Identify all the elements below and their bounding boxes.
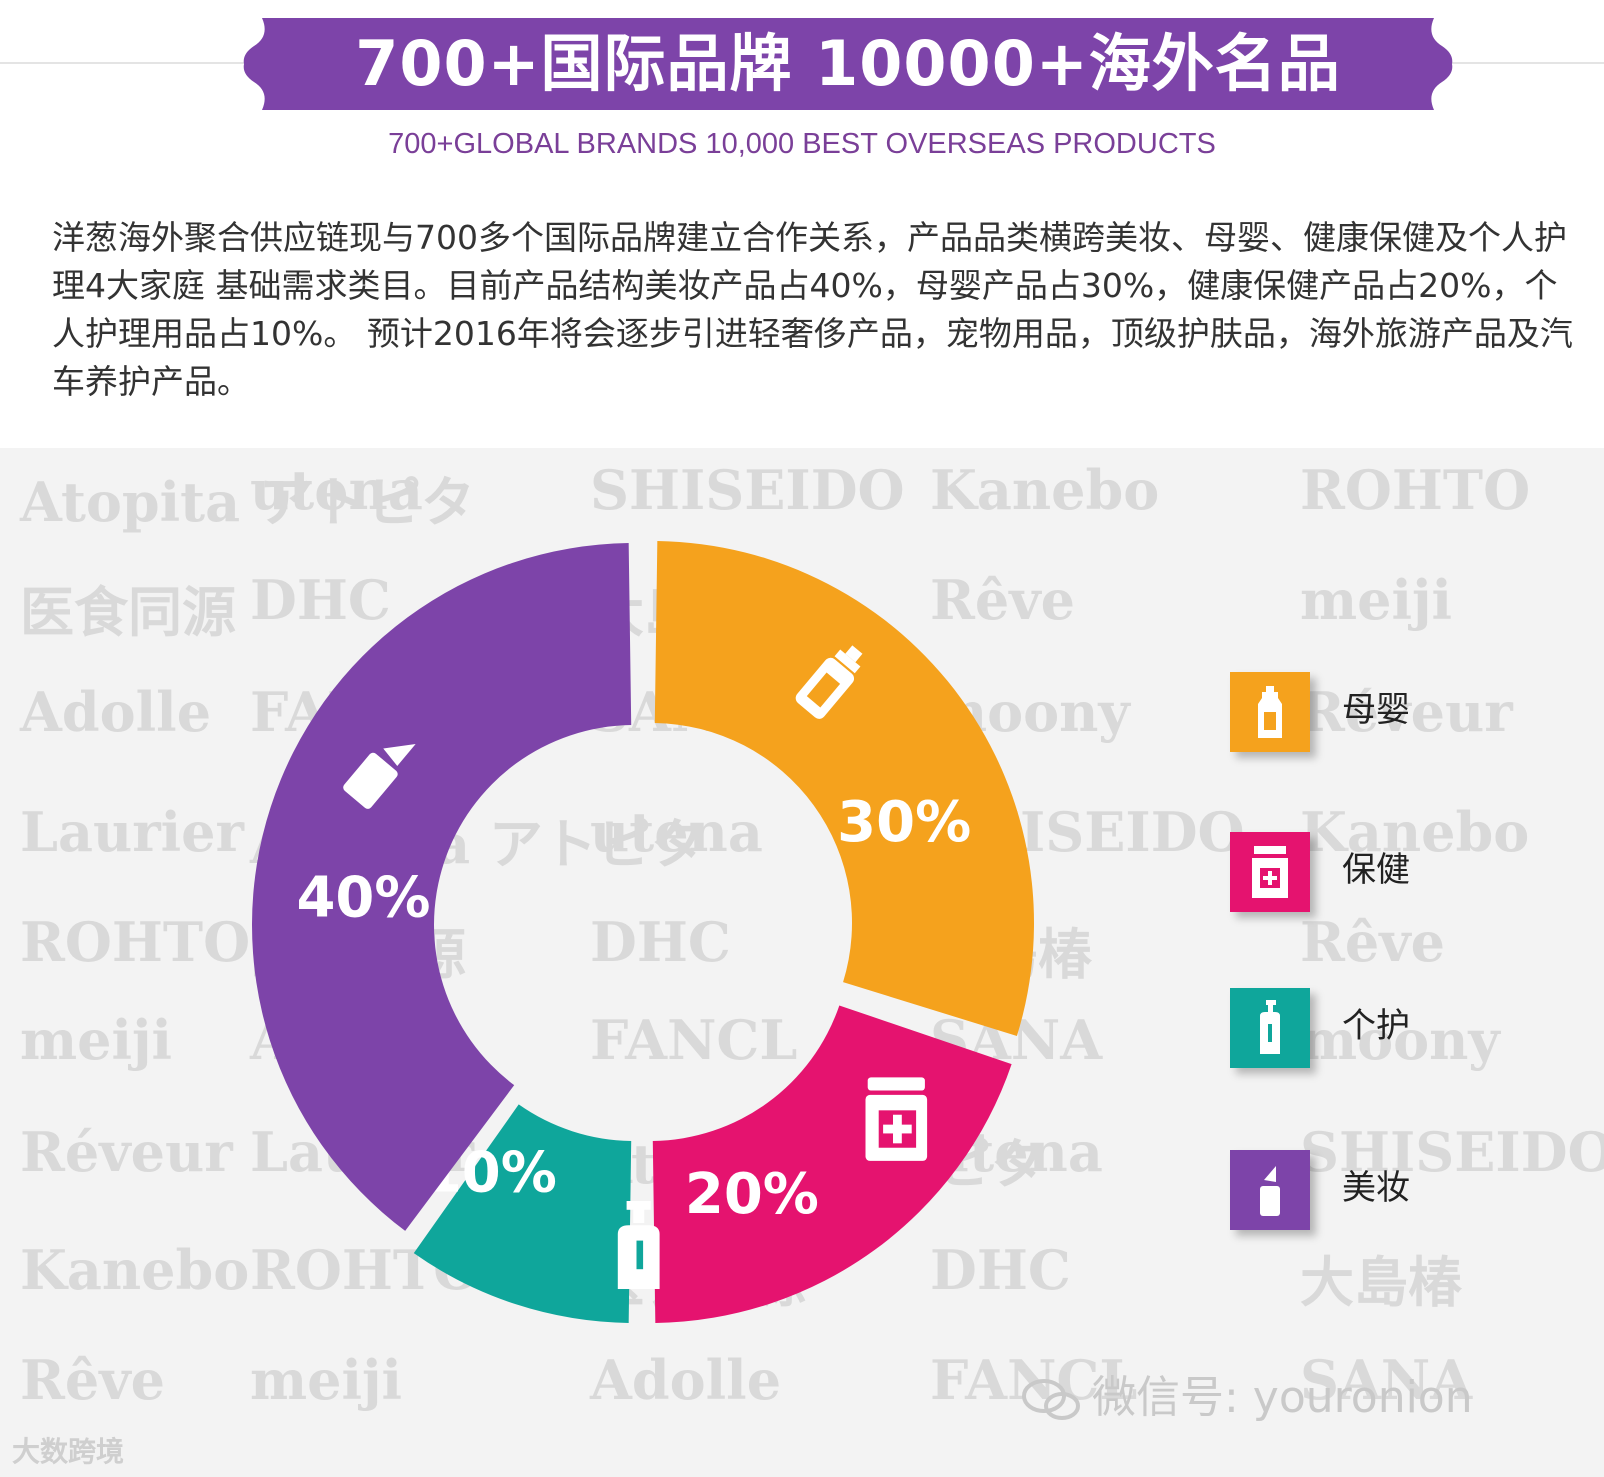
brand-logo: Adolle — [590, 1348, 782, 1412]
brand-logo: utena — [250, 458, 423, 522]
brand-logo: meiji — [20, 1008, 173, 1072]
brand-logo: Atopita アトピタ — [20, 470, 475, 534]
legend-label-muying: 母婴 — [1342, 690, 1410, 730]
brand-logo: FANCL — [590, 1008, 798, 1072]
watermark-text: 微信号: youronion — [1092, 1372, 1473, 1423]
brand-logo: Réveur — [20, 1120, 233, 1184]
medicine-bottle-icon — [865, 1077, 928, 1161]
donut-data-label: 30% — [837, 790, 971, 855]
brand-logo: Rêve — [930, 568, 1075, 632]
brand-logo: Réveur — [1300, 680, 1513, 744]
donut-data-label: 40% — [296, 866, 430, 931]
brand-logo: Laurier — [20, 800, 244, 864]
legend-item-meizhuang: 美妆 — [1230, 1150, 1530, 1230]
legend-swatch-baojian — [1230, 832, 1310, 912]
brand-logo: ROHTO — [20, 910, 251, 974]
donut-segment-group: 30% — [654, 541, 1034, 1036]
legend-swatch-gehu — [1230, 988, 1310, 1068]
lotion-bottle-icon — [617, 1201, 660, 1289]
donut-segment — [251, 543, 632, 1231]
brand-logo: SHISEIDO — [1300, 1120, 1604, 1184]
title-banner: 700+国际品牌 10000+海外名品 — [240, 14, 1456, 114]
brand-logo: DHC — [930, 1238, 1071, 1302]
legend-item-baojian: 保健 — [1230, 832, 1530, 912]
intro-paragraph: 洋葱海外聚合供应链现与700多个国际品牌建立合作关系，产品品类横跨美妆、母婴、健… — [52, 218, 1573, 401]
legend-item-gehu: 个护 — [1230, 988, 1530, 1068]
donut-segment — [654, 541, 1034, 1036]
donut-data-label: 20% — [685, 1162, 819, 1227]
baby-bottle-icon — [795, 645, 863, 719]
banner-shape — [243, 18, 1453, 110]
page-title: 700+国际品牌 10000+海外名品 — [355, 27, 1341, 100]
legend-swatch-muying — [1230, 672, 1310, 752]
brand-logo: Adolle — [20, 680, 212, 744]
legend-swatch-meizhuang — [1230, 1150, 1310, 1230]
brand-logo: 医食同源 — [20, 580, 236, 644]
legend-item-muying: 母婴 — [1230, 672, 1530, 752]
legend-label-meizhuang: 美妆 — [1342, 1168, 1410, 1208]
wechat-icon — [1022, 1379, 1080, 1420]
donut-segment-group: 40% — [251, 543, 632, 1231]
lotion-bottle-icon — [1260, 1000, 1280, 1054]
page-subtitle: 700+GLOBAL BRANDS 10,000 BEST OVERSEAS P… — [388, 128, 1216, 160]
brand-logo: Kanebo — [930, 458, 1160, 522]
brand-logo: Kanebo — [1300, 800, 1530, 864]
brand-logo: 大島椿 — [1300, 1250, 1462, 1314]
brand-logo: FANCL — [930, 1348, 1138, 1412]
brand-logo: meiji — [250, 1348, 403, 1412]
brand-logo: DHC — [590, 910, 731, 974]
lipstick-icon — [1260, 1166, 1280, 1216]
brand-logo: DHC — [250, 568, 391, 632]
brand-logo: Kanebo — [20, 1238, 250, 1302]
brand-logo: Rêve — [20, 1348, 165, 1412]
wechat-watermark: 微信号: youronion — [1020, 1370, 1473, 1426]
donut-segment-group: 10% — [413, 1104, 660, 1323]
brand-logo: Rêve — [1300, 910, 1445, 974]
chart-legend: 母婴 保健 个护 — [1230, 672, 1530, 1232]
brand-logo: utena — [590, 800, 763, 864]
baby-bottle-icon — [1258, 686, 1282, 738]
donut-segment — [413, 1104, 632, 1323]
donut-segment-group: 20% — [652, 1005, 1012, 1323]
medicine-bottle-icon — [1252, 846, 1288, 898]
legend-label-baojian: 保健 — [1342, 850, 1410, 890]
lipstick-icon — [343, 744, 416, 809]
brand-logo: SHISEIDO — [590, 458, 905, 522]
brand-logo: SANA — [1300, 1348, 1473, 1412]
legend-label-gehu: 个护 — [1342, 1006, 1410, 1046]
brand-logo: ROHTO — [1300, 458, 1531, 522]
brand-logo: meiji — [1300, 568, 1453, 632]
corner-logo: 大数跨境 — [12, 1435, 125, 1468]
brand-logo: moony — [1300, 1008, 1500, 1072]
